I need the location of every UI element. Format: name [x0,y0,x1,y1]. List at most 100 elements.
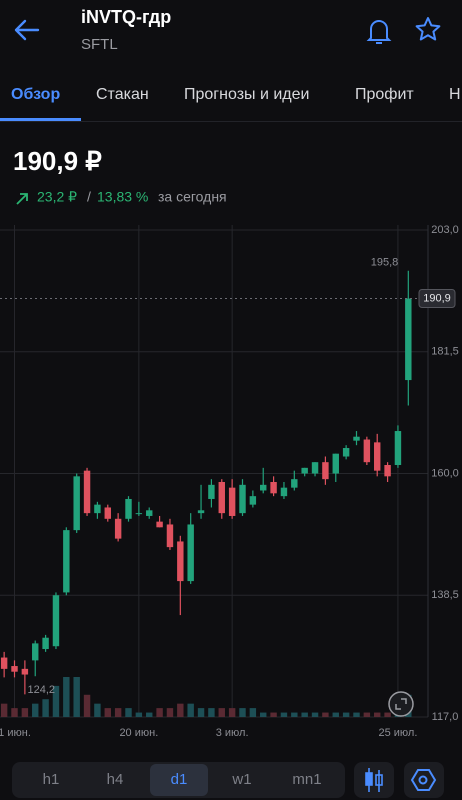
tab[interactable]: Стакан [96,86,149,103]
volume-bar [11,708,18,717]
y-tick-label: 138,5 [431,589,459,601]
price-change: 23,2 ₽ [37,189,77,205]
candle-body [270,481,277,494]
volume-bar [208,708,215,717]
tab-underline [0,118,81,121]
candle-body [239,484,246,514]
candle-body [405,298,412,381]
candle-body [322,462,329,480]
candle-body [104,507,111,519]
last-price: 190,9 ₽ [13,146,102,176]
timeframe-option[interactable]: w1 [231,771,251,788]
volume-bar [114,708,122,717]
candle-body [384,465,391,477]
instrument-title: iNVTQ-гдр [81,7,171,27]
candle-body [228,487,236,516]
volume-bar [52,685,60,717]
candle-body [21,668,29,675]
volume-bar [135,712,143,717]
period: за сегодня [158,189,227,205]
candle-body [342,448,350,457]
chart-type-button[interactable] [354,762,394,798]
volume-bar [322,712,329,717]
volume-bar [342,712,350,717]
volume-bar [83,694,91,717]
candle-body [166,524,174,548]
volume-bar [270,712,277,717]
candle-body [125,498,132,519]
volume-bar [291,712,298,717]
volume-bar [353,712,360,717]
timeframe-option[interactable]: h1 [43,771,60,788]
volume-bar [332,712,339,717]
y-tick-label: 181,5 [431,346,459,358]
volume-bar [21,708,29,717]
candle-body [114,518,122,539]
volume-bar [94,703,101,717]
y-tick-label: 117,0 [432,711,459,723]
volume-bar [239,708,246,717]
candle-body [363,439,371,463]
candle-body [374,442,381,471]
volume-bar [177,703,184,717]
low-label: 124,2 [27,684,55,696]
candle-body [353,436,360,441]
candle-body [135,513,143,515]
last-price-label: 190,9 [423,292,451,304]
timeframe-option[interactable]: mn1 [292,771,321,788]
volume-bar [280,712,288,717]
volume-bar [73,677,80,717]
candle-body [42,637,49,650]
candle-body [301,467,308,474]
volume-bar [228,708,236,717]
candle-body [52,595,60,647]
volume-bar [260,712,267,717]
volume-bar [156,708,163,717]
x-tick-label: 20 июн. [119,727,158,739]
volume-bar [363,712,371,717]
x-tick-label: 3 июл. [216,727,249,739]
separator: / [87,189,91,205]
candle-body [187,524,194,582]
notify-button[interactable] [366,20,392,44]
tab[interactable]: Н [449,86,461,103]
up-arrow [16,193,28,205]
candle-body [208,484,215,499]
x-tick-label: 25 июл. [378,727,417,739]
indicators-button[interactable] [404,762,444,798]
volume-bar [166,708,174,717]
candle-body [311,462,319,474]
candle-body [177,541,184,582]
tab[interactable]: Прогнозы и идеи [184,86,309,103]
fullscreen-button[interactable] [388,691,414,717]
instrument-ticker: SFTL [81,36,118,53]
candle-body [94,504,101,514]
candle-body [0,657,8,669]
timeframe-option[interactable]: d1 [171,771,188,788]
candle-body [73,476,80,531]
candle-body [249,496,257,505]
tab[interactable]: Обзор [11,86,60,103]
timeframe-option[interactable]: h4 [107,771,124,788]
candle-body [197,510,205,514]
volume-bar [104,708,111,717]
volume-bar [63,677,70,717]
price-change-pct: 13,83 % [97,189,148,205]
volume-bar [42,699,49,717]
favorite-button[interactable] [415,17,441,41]
tab[interactable]: Профит [355,86,414,103]
candlestick-chart: 203,0 181,5 160,0 138,5 117,0 1 июн. 20 июн. 3 … [0,224,459,739]
high-label: 195,8 [371,257,399,269]
candle-body [83,470,91,514]
candle-body [260,484,267,491]
candle-body [218,481,225,514]
hexagon-icon [410,769,437,791]
candle-body [280,487,288,497]
candle-body [63,530,70,593]
candle-icon [365,768,383,792]
candle-body [332,453,339,474]
volume-bar [374,712,381,717]
volume-bar [301,712,308,717]
back-button[interactable] [14,19,40,41]
